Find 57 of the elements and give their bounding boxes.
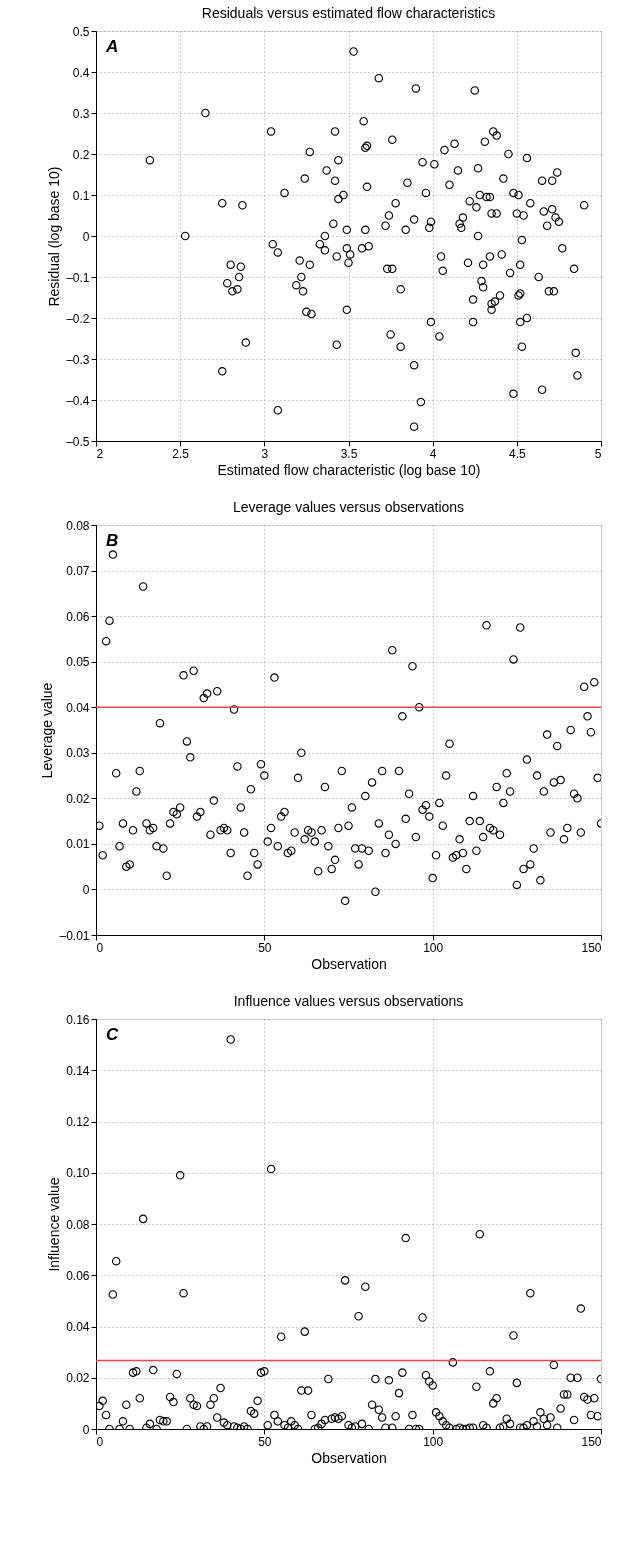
y-tick-label: 0.2 bbox=[72, 147, 90, 162]
y-tick-label: 0.08 bbox=[66, 518, 90, 533]
y-axis-title: Leverage value bbox=[39, 682, 56, 779]
y-tick-label: 0.07 bbox=[66, 564, 90, 579]
y-tick-label: 0.5 bbox=[72, 24, 90, 39]
y-tick-label: 0.10 bbox=[66, 1166, 90, 1181]
x-tick-label: 2.5 bbox=[172, 446, 190, 461]
y-tick-label: –0.3 bbox=[66, 352, 90, 367]
y-tick-label: 0.1 bbox=[72, 188, 90, 203]
y-tick-label: 0.12 bbox=[66, 1115, 90, 1129]
y-tick-label: 0.04 bbox=[66, 700, 90, 715]
y-tick-label: 0.14 bbox=[66, 1063, 90, 1078]
y-tick-label: –0.01 bbox=[59, 928, 90, 943]
y-tick-label: 0.04 bbox=[66, 1320, 90, 1334]
x-tick-label: 0 bbox=[96, 940, 104, 955]
y-tick-label: –0.1 bbox=[66, 270, 90, 285]
x-tick-label: 2 bbox=[96, 446, 104, 461]
x-axis-title: Observation bbox=[311, 1449, 387, 1466]
annotation: A bbox=[105, 37, 119, 56]
x-tick-label: 3.5 bbox=[340, 446, 358, 461]
y-tick-label: 0.02 bbox=[66, 791, 90, 806]
x-tick-label: 0 bbox=[96, 1434, 104, 1449]
x-tick-label: 100 bbox=[423, 1434, 444, 1449]
y-tick-label: –0.4 bbox=[66, 393, 90, 408]
y-tick-label: 0.05 bbox=[66, 655, 90, 670]
y-tick-label: 0.03 bbox=[66, 746, 90, 761]
y-tick-label: 0.08 bbox=[66, 1217, 90, 1232]
x-tick-label: 4.5 bbox=[508, 446, 526, 461]
chart-title: Influence values versus observations bbox=[233, 993, 464, 1009]
x-axis-title: Observation bbox=[311, 955, 387, 972]
y-tick-label: 0.3 bbox=[72, 106, 90, 121]
x-tick-label: 4 bbox=[429, 446, 437, 461]
x-tick-label: 100 bbox=[423, 940, 444, 955]
y-tick-label: 0 bbox=[82, 1422, 90, 1437]
y-tick-label: 0.06 bbox=[66, 609, 90, 624]
y-tick-label: 0 bbox=[82, 882, 90, 897]
y-tick-label: 0.16 bbox=[66, 1012, 90, 1027]
y-axis-title: Influence value bbox=[46, 1177, 63, 1272]
y-tick-label: 0.06 bbox=[66, 1268, 90, 1283]
x-tick-label: 50 bbox=[258, 1434, 272, 1449]
y-tick-label: 0.01 bbox=[66, 837, 90, 852]
x-tick-label: 50 bbox=[258, 940, 272, 955]
chart-title: Leverage values versus observations bbox=[232, 499, 465, 515]
x-tick-label: 150 bbox=[581, 1434, 602, 1449]
y-tick-label: 0.4 bbox=[72, 65, 90, 80]
y-tick-label: 0 bbox=[82, 229, 90, 244]
x-tick-label: 150 bbox=[581, 940, 602, 955]
x-axis-title: Estimated flow characteristic (log base 10) bbox=[217, 461, 481, 478]
x-tick-label: 3 bbox=[261, 446, 269, 461]
annotation: C bbox=[106, 1025, 119, 1044]
y-tick-label: –0.5 bbox=[66, 434, 90, 449]
annotation: B bbox=[106, 531, 119, 550]
y-axis-title: Residual (log base 10) bbox=[46, 166, 63, 307]
chart-title: Residuals versus estimated flow characteristics bbox=[201, 5, 496, 21]
y-tick-label: –0.2 bbox=[66, 311, 90, 326]
y-tick-label: 0.02 bbox=[66, 1371, 90, 1386]
x-tick-label: 5 bbox=[594, 446, 602, 461]
